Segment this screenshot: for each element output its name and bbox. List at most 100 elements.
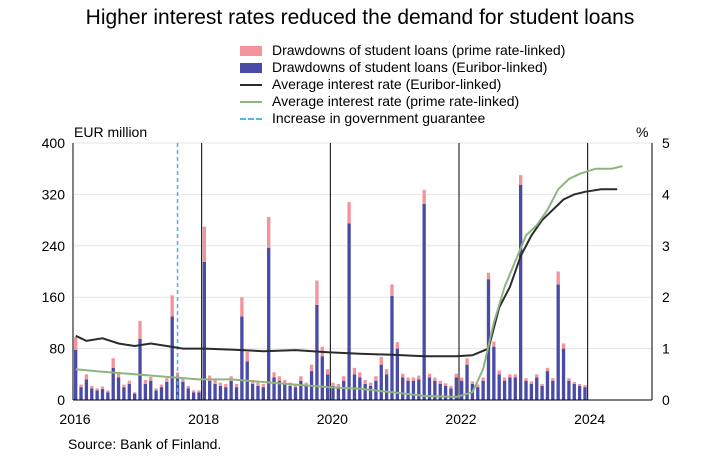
bar-prime-2016-04 — [90, 385, 94, 389]
bar-prime-2019-07 — [299, 376, 303, 381]
bar-euribor-2020-10 — [379, 364, 383, 400]
bar-euribor-2018-11 — [256, 385, 260, 400]
right-axis-unit: % — [636, 124, 649, 140]
legend-label-euribor-bars: Drawdowns of student loans (Euribor-link… — [272, 59, 548, 75]
bar-prime-2020-05 — [352, 367, 357, 375]
bar-euribor-2023-08 — [561, 348, 566, 400]
bar-euribor-2021-04 — [411, 380, 416, 400]
bar-euribor-2021-03 — [406, 380, 410, 400]
bar-euribor-2021-06 — [422, 204, 426, 400]
bar-euribor-2022-09 — [502, 380, 507, 400]
bar-prime-2020-09 — [374, 376, 378, 381]
bar-prime-2021-03 — [406, 377, 410, 381]
bar-prime-2023-12 — [583, 385, 587, 388]
y-left-tick-160: 160 — [42, 289, 66, 305]
bar-prime-2020-10 — [379, 356, 383, 365]
y-left-tick-240: 240 — [42, 238, 66, 254]
bar-euribor-2017-10 — [186, 388, 190, 400]
bar-euribor-2022-07 — [492, 346, 496, 400]
chart-title: Higher interest rates reduced the demand… — [85, 6, 635, 29]
bar-prime-2019-09 — [309, 364, 314, 372]
bar-prime-2023-10 — [572, 382, 576, 384]
bar-euribor-2021-01 — [395, 348, 400, 400]
bar-euribor-2016-08 — [111, 367, 115, 400]
bar-prime-2023-02 — [529, 381, 534, 384]
bar-euribor-2023-06 — [551, 380, 555, 400]
x-tick-2022: 2022 — [445, 411, 476, 427]
bar-euribor-2018-03 — [213, 383, 217, 400]
bar-euribor-2022-06 — [486, 279, 491, 400]
bar-euribor-2022-10 — [508, 377, 512, 400]
bar-prime-2021-08 — [433, 377, 437, 381]
bar-prime-2017-05 — [159, 384, 164, 388]
y-right-tick-3: 3 — [662, 238, 670, 254]
y-right-tick-2: 2 — [662, 289, 670, 305]
x-tick-2018: 2018 — [188, 411, 219, 427]
bar-prime-2016-11 — [127, 380, 131, 384]
bar-prime-2020-04 — [347, 202, 351, 224]
bar-euribor-2021-09 — [438, 383, 442, 400]
bar-euribor-2017-12 — [197, 392, 201, 400]
bar-prime-2022-01 — [460, 377, 464, 381]
bar-prime-2023-08 — [561, 343, 566, 349]
bar-prime-2023-05 — [545, 367, 550, 372]
bar-euribor-2023-03 — [535, 377, 539, 400]
legend-swatch-prime-bars — [240, 45, 262, 56]
bar-prime-2016-07 — [106, 390, 110, 393]
bar-prime-2017-11 — [191, 390, 196, 393]
source-note: Source: Bank of Finland. — [68, 436, 222, 452]
bar-euribor-2017-03 — [149, 380, 153, 400]
bar-euribor-2016-05 — [95, 390, 99, 400]
bar-euribor-2021-05 — [417, 379, 421, 400]
bar-euribor-2019-01 — [267, 247, 271, 400]
bar-euribor-2017-01 — [138, 338, 142, 400]
bar-euribor-2019-05 — [288, 385, 292, 400]
bar-euribor-2020-07 — [363, 383, 367, 400]
bar-euribor-2019-08 — [304, 385, 308, 400]
bar-euribor-2017-11 — [191, 392, 196, 400]
legend-swatch-euribor-rate — [240, 83, 262, 86]
bar-prime-2019-12 — [325, 369, 330, 375]
bar-euribor-2018-06 — [229, 380, 233, 400]
bar-prime-2021-12 — [454, 373, 458, 378]
bar-prime-2022-10 — [508, 374, 512, 378]
bar-euribor-2023-01 — [524, 380, 528, 400]
bar-prime-2020-06 — [358, 372, 362, 378]
bar-euribor-2017-05 — [159, 387, 164, 400]
y-left-tick-400: 400 — [42, 135, 66, 151]
bar-euribor-2018-12 — [261, 387, 265, 400]
bar-prime-2016-06 — [100, 386, 105, 390]
bar-prime-2021-01 — [395, 342, 400, 349]
bar-prime-2023-09 — [567, 378, 571, 381]
legend-item-euribor-bars: Drawdowns of student loans (Euribor-link… — [240, 59, 565, 76]
legend-label-prime-bars: Drawdowns of student loans (prime rate-l… — [272, 42, 566, 58]
bar-prime-2023-06 — [551, 378, 555, 381]
bar-prime-2020-11 — [384, 369, 389, 375]
bar-euribor-2021-08 — [433, 380, 437, 400]
legend-swatch-guarantee — [240, 117, 262, 120]
bar-euribor-2018-01 — [202, 261, 207, 400]
y-left-tick-0: 0 — [57, 392, 65, 408]
bar-prime-2021-11 — [449, 385, 453, 389]
bar-prime-2021-09 — [438, 380, 442, 384]
bar-prime-2017-09 — [181, 378, 185, 383]
bar-prime-2019-01 — [267, 216, 271, 248]
bar-euribor-2023-09 — [567, 380, 571, 400]
bar-euribor-2022-11 — [513, 377, 517, 400]
bar-euribor-2020-02 — [336, 387, 341, 400]
bar-prime-2017-03 — [149, 376, 153, 381]
bar-prime-2020-03 — [342, 376, 346, 381]
bar-euribor-2016-09 — [116, 377, 121, 400]
bar-euribor-2023-04 — [540, 385, 544, 400]
bar-prime-2016-02 — [79, 384, 83, 388]
y-left-tick-320: 320 — [42, 186, 66, 202]
bar-prime-2016-01 — [74, 337, 78, 350]
legend-label-prime-rate: Average interest rate (prime rate-linked… — [272, 93, 520, 109]
bar-euribor-2017-02 — [143, 383, 148, 400]
bar-prime-2016-09 — [116, 372, 121, 378]
bar-euribor-2021-02 — [401, 377, 405, 400]
bar-prime-2022-02 — [465, 358, 469, 365]
bar-euribor-2017-07 — [170, 316, 174, 400]
bar-euribor-2021-11 — [449, 388, 453, 400]
bar-euribor-2018-04 — [218, 385, 223, 400]
